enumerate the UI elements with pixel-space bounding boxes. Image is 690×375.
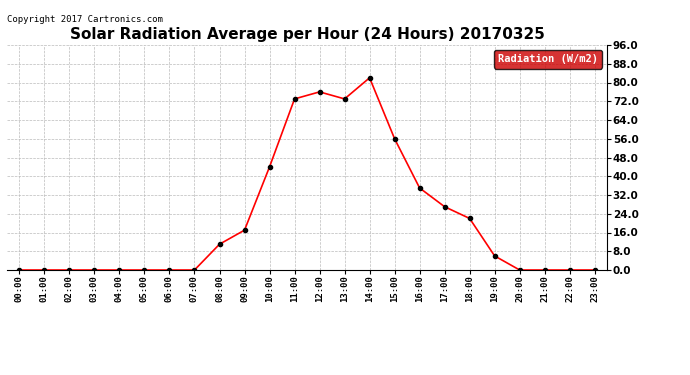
Legend: Radiation (W/m2): Radiation (W/m2) [493,50,602,69]
Text: Copyright 2017 Cartronics.com: Copyright 2017 Cartronics.com [7,15,163,24]
Title: Solar Radiation Average per Hour (24 Hours) 20170325: Solar Radiation Average per Hour (24 Hou… [70,27,544,42]
